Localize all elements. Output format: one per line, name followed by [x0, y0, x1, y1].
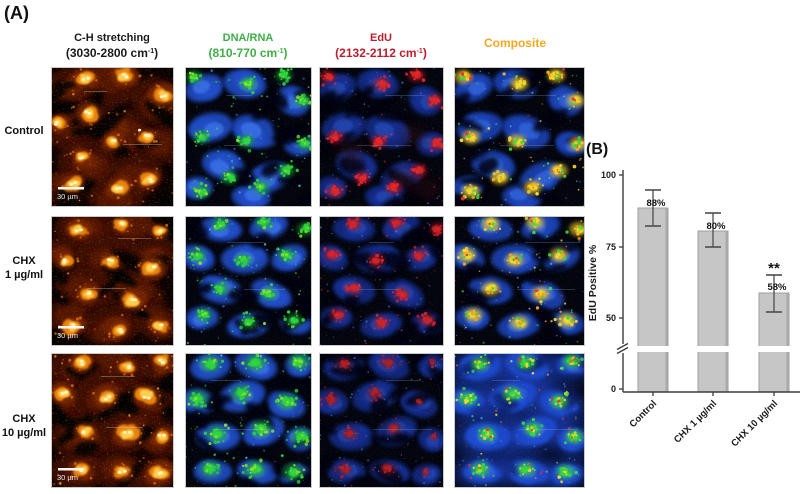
svg-text:50: 50 — [606, 313, 616, 323]
svg-text:30 µm: 30 µm — [57, 192, 78, 201]
svg-text:100: 100 — [601, 170, 616, 180]
svg-text:30 µm: 30 µm — [57, 331, 78, 340]
svg-text:30 µm: 30 µm — [57, 473, 78, 482]
svg-text:EdU Positive %: EdU Positive % — [587, 244, 599, 321]
svg-text:CHX 10 µg/ml: CHX 10 µg/ml — [729, 398, 780, 449]
svg-text:**: ** — [768, 260, 780, 277]
svg-text:88%: 88% — [646, 198, 666, 209]
svg-text:80%: 80% — [706, 221, 726, 232]
svg-text:CHX 1 µg/ml: CHX 1 µg/ml — [672, 398, 719, 445]
svg-text:Control: Control — [627, 398, 659, 430]
svg-text:58%: 58% — [767, 282, 787, 293]
svg-text:0: 0 — [611, 384, 616, 394]
svg-text:75: 75 — [606, 242, 616, 252]
